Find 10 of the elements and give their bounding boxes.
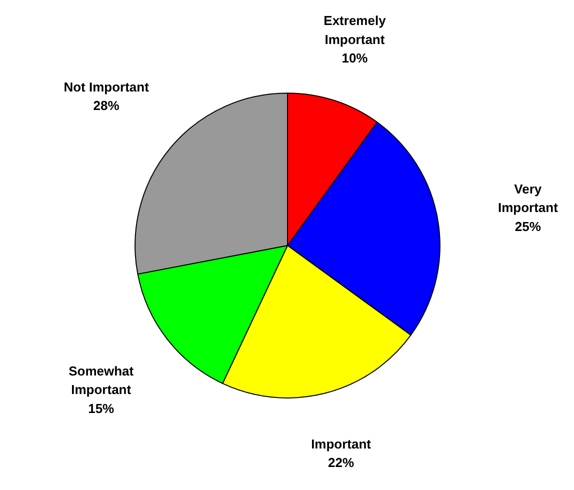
slice-label: Very Important <box>498 181 559 216</box>
slice-label: Important <box>311 436 372 452</box>
data-label: 10% <box>342 50 368 66</box>
slice-label: Somewhat Important <box>68 363 134 398</box>
data-label: 25% <box>514 218 542 234</box>
slice-label: Not Important <box>64 79 150 94</box>
data-label: 22% <box>328 455 354 470</box>
data-label: 28% <box>93 98 120 114</box>
slice-label: Extremely Important <box>324 13 387 47</box>
data-label: 15% <box>88 400 115 416</box>
